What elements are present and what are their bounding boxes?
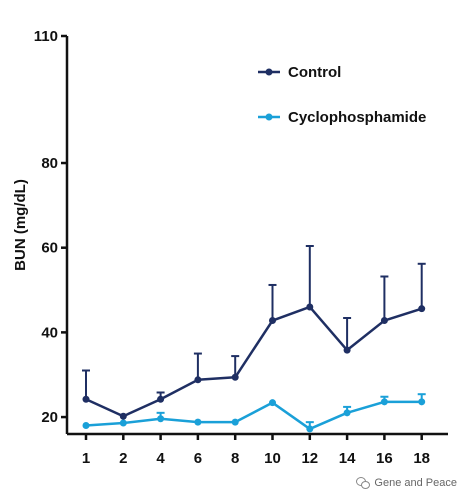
data-point-control (231, 373, 239, 381)
x-tick-label: 4 (156, 450, 165, 467)
watermark: Gene and Peace (356, 477, 457, 489)
data-point-control (157, 395, 165, 403)
series-line-control (85, 305, 423, 418)
watermark-text: Gene and Peace (374, 477, 457, 489)
x-tick-label: 2 (119, 450, 127, 467)
y-axis-ticks: 20 40 60 80 110 (34, 28, 67, 426)
data-point-cyclophosphamide (269, 399, 276, 407)
data-point-control (306, 303, 314, 311)
data-point-control (82, 395, 90, 403)
x-tick-label: 1 (82, 450, 90, 467)
data-point-cyclophosphamide (306, 425, 314, 433)
legend-marker-control (265, 68, 273, 76)
y-tick-label: 60 (41, 240, 58, 257)
x-tick-label: 12 (301, 450, 318, 467)
x-tick-label: 6 (194, 450, 202, 467)
y-tick-label: 20 (41, 409, 58, 426)
legend-label-cyclophosphamide: Cyclophosphamide (288, 109, 426, 126)
data-point-control (418, 305, 426, 313)
data-point-cyclophosphamide (194, 418, 202, 426)
y-tick-label: 110 (34, 28, 58, 45)
data-point-control (194, 376, 202, 384)
data-point-control (119, 412, 127, 420)
data-point-control (343, 346, 351, 354)
data-point-cyclophosphamide (231, 418, 239, 426)
x-tick-label: 10 (264, 450, 281, 467)
data-point-cyclophosphamide (119, 419, 127, 427)
chat-bubbles-icon (356, 477, 371, 489)
legend: Control Cyclophosphamide (258, 64, 426, 126)
x-tick-label: 18 (413, 450, 430, 467)
data-point-cyclophosphamide (82, 422, 90, 430)
y-axis-title: BUN (mg/dL) (12, 179, 29, 271)
y-tick-label: 40 (41, 324, 58, 341)
y-tick-label: 80 (41, 155, 58, 172)
series-points (82, 303, 426, 433)
series-line-cyclophosphamide (85, 400, 422, 431)
data-point-cyclophosphamide (418, 398, 426, 406)
x-tick-label: 14 (339, 450, 356, 467)
legend-marker-cyclophosphamide (265, 113, 273, 121)
legend-label-control: Control (288, 64, 341, 81)
data-point-cyclophosphamide (157, 415, 165, 423)
x-tick-label: 16 (376, 450, 393, 467)
data-point-control (269, 317, 276, 325)
series-lines (85, 305, 423, 431)
error-bars (82, 245, 426, 429)
x-tick-label: 8 (231, 450, 239, 467)
data-point-cyclophosphamide (380, 398, 388, 406)
x-axis-ticks: 1 2 4 6 8 10 12 14 16 18 (82, 434, 430, 467)
data-point-cyclophosphamide (343, 409, 351, 417)
data-point-control (380, 317, 388, 325)
